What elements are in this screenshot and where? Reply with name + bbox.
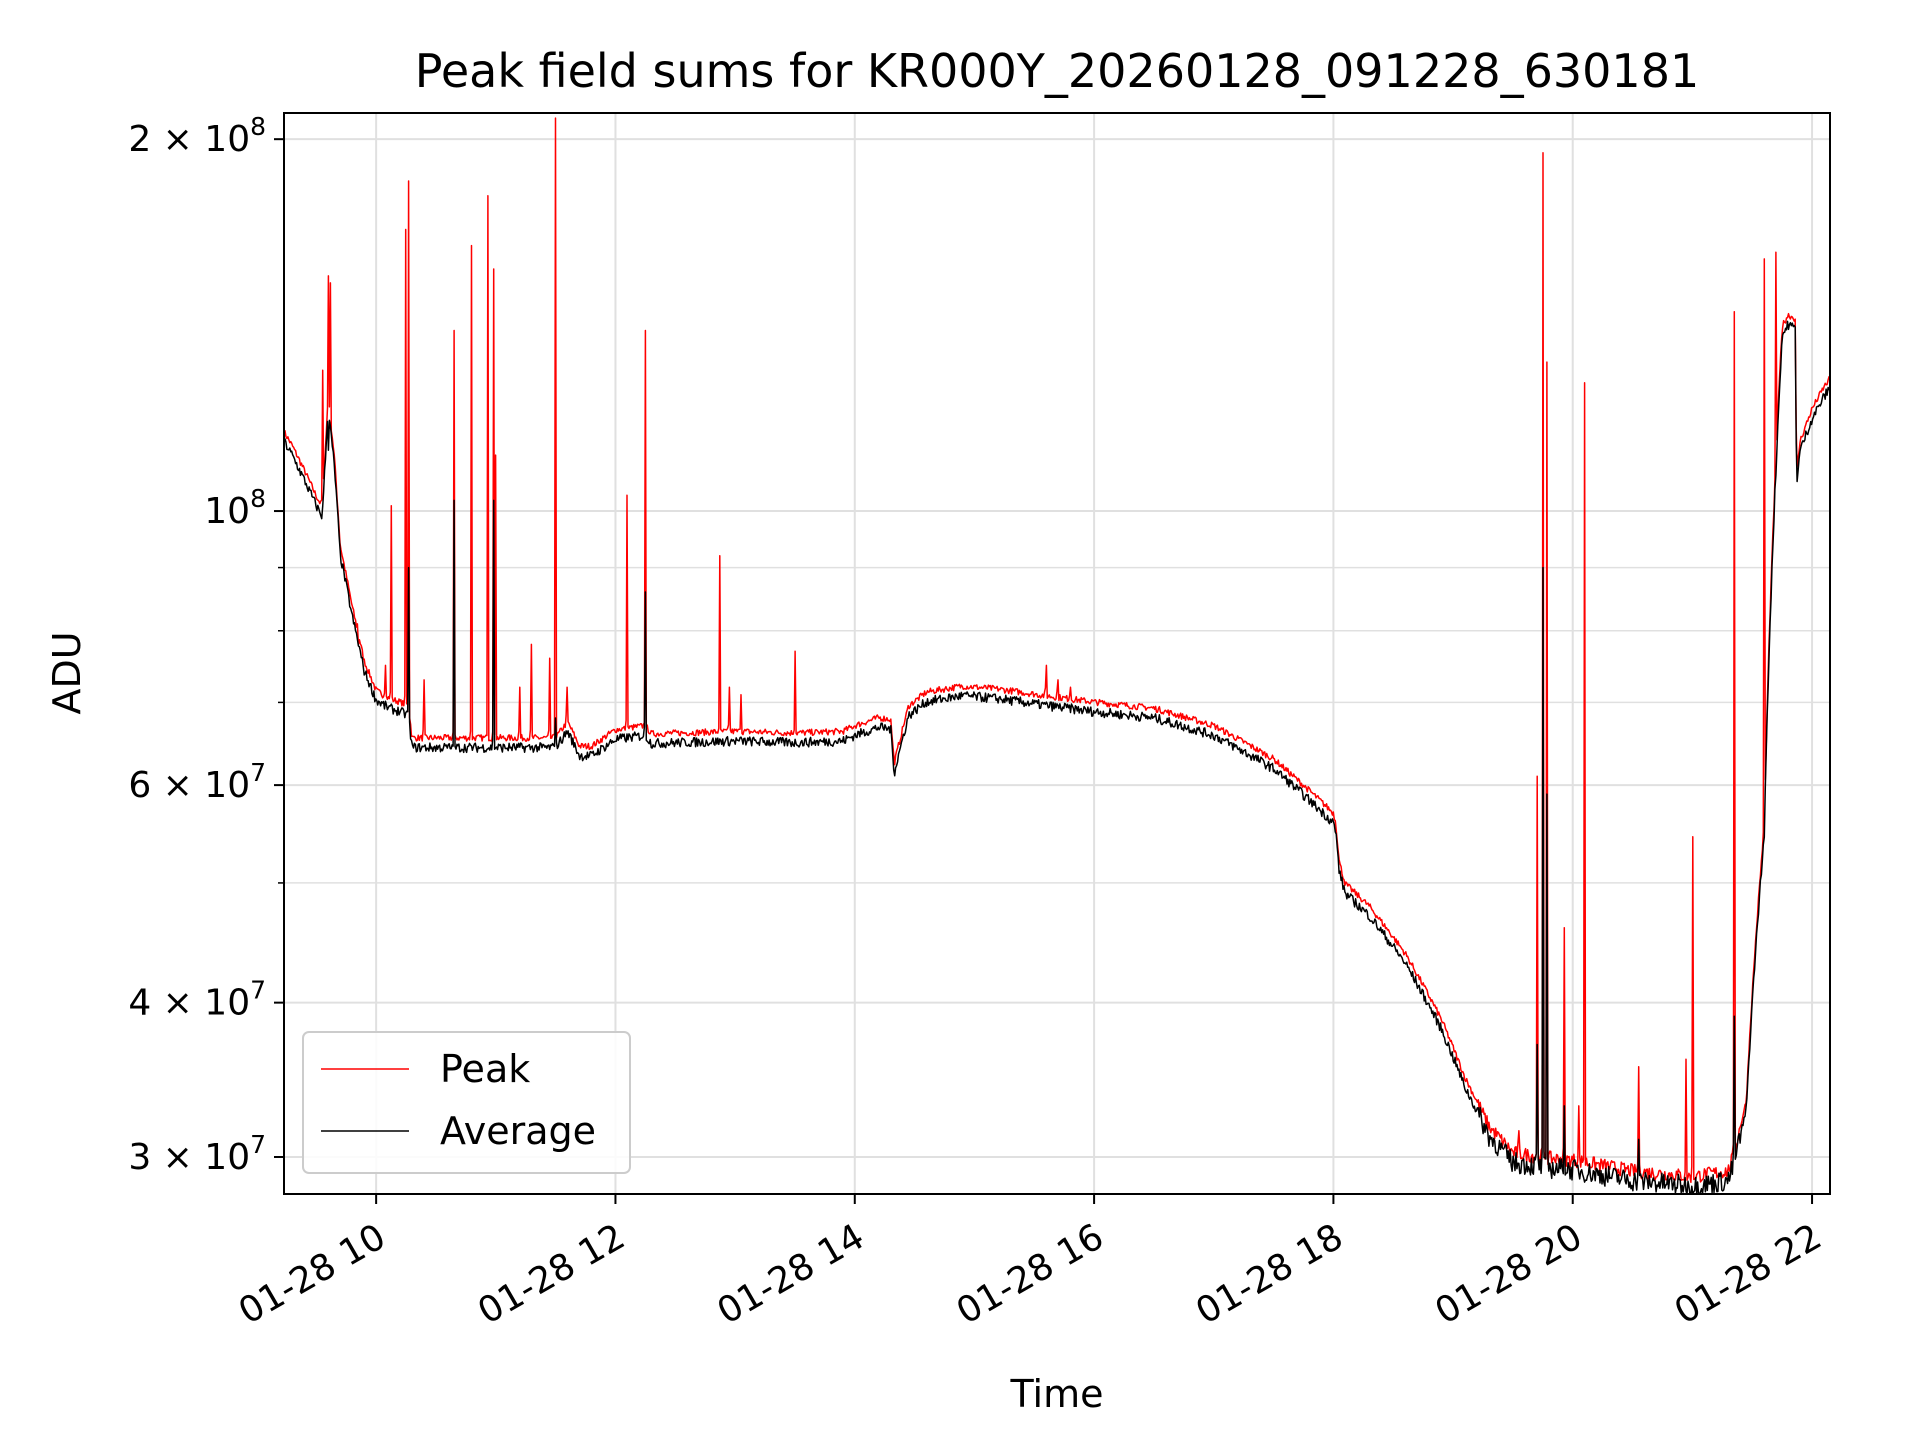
series-layer xyxy=(284,117,1830,1194)
series-peak-line xyxy=(284,117,1830,1184)
y-tick-label-2: 6 × 107 xyxy=(128,758,266,806)
legend-peak-label: Peak xyxy=(440,1047,530,1091)
series-average-line xyxy=(284,320,1830,1194)
x-axis-label: Time xyxy=(1010,1372,1104,1416)
y-tick-label-1: 4 × 107 xyxy=(128,976,266,1024)
chart-title: Peak field sums for KR000Y_20260128_0912… xyxy=(415,44,1699,98)
legend-average-label: Average xyxy=(440,1109,596,1153)
y-tick-label-3: 108 xyxy=(204,484,266,532)
y-axis-label: ADU xyxy=(45,631,89,714)
legend: Peak Average xyxy=(302,1031,631,1174)
legend-box xyxy=(302,1031,631,1174)
y-tick-label-0: 3 × 107 xyxy=(128,1130,266,1178)
grid-lines xyxy=(284,113,1830,1194)
y-tick-label-4: 2 × 108 xyxy=(128,112,266,160)
plot-area-frame xyxy=(283,112,1831,1195)
